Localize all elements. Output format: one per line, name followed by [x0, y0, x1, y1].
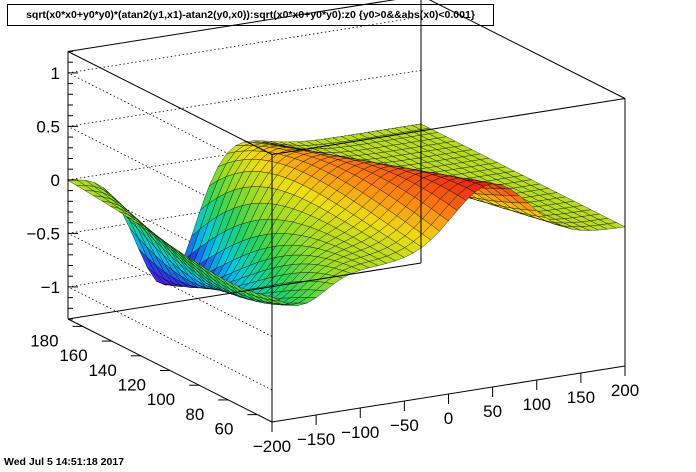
x-tick-label: 0 [444, 409, 453, 428]
x-tick-label: −100 [341, 423, 379, 442]
z-tick-label: −1 [41, 278, 60, 297]
x-tick-label: 150 [567, 388, 595, 407]
x-tick-label: 100 [523, 395, 551, 414]
box-edge [67, 0, 396, 52]
x-tick-label: −200 [253, 437, 291, 456]
y-tick-label: 120 [118, 376, 146, 395]
x-tick-label: 200 [611, 381, 639, 400]
axis-layer: −1 −0.5 0 0.5 1 −200 −150 −100 −50 0 50 100 150 200 60… [26, 51, 639, 456]
y-tick-label: 180 [30, 331, 58, 350]
y-tick-label: 140 [88, 361, 116, 380]
x-tick-label: 50 [483, 402, 502, 421]
z-tick-label: 0 [51, 171, 60, 190]
z-tick-label: −0.5 [26, 224, 60, 243]
grid-line [67, 70, 422, 127]
footer-timestamp: Wed Jul 5 14:51:18 2017 [4, 456, 125, 468]
y-tick-label: 80 [185, 405, 204, 424]
chart-title: sqrt(x0*x0+y0*y0)*(atan2(y1,x1)-atan2(y0… [7, 4, 494, 26]
z-tick-label: 0.5 [36, 117, 60, 136]
y-tick-label: 160 [59, 346, 87, 365]
z-tick-label: 1 [51, 64, 60, 83]
box-edge [271, 98, 626, 155]
surface-cell [607, 222, 626, 229]
box-edge [67, 51, 273, 155]
x-tick-label: −150 [297, 430, 335, 449]
grid-line [67, 16, 422, 74]
x-tick-label: −50 [390, 416, 419, 435]
y-tick-label: 60 [215, 420, 234, 439]
surface-layer [67, 123, 626, 306]
box-edge [67, 262, 422, 320]
box-edge [428, 0, 626, 99]
y-tick-label: 100 [147, 390, 175, 409]
